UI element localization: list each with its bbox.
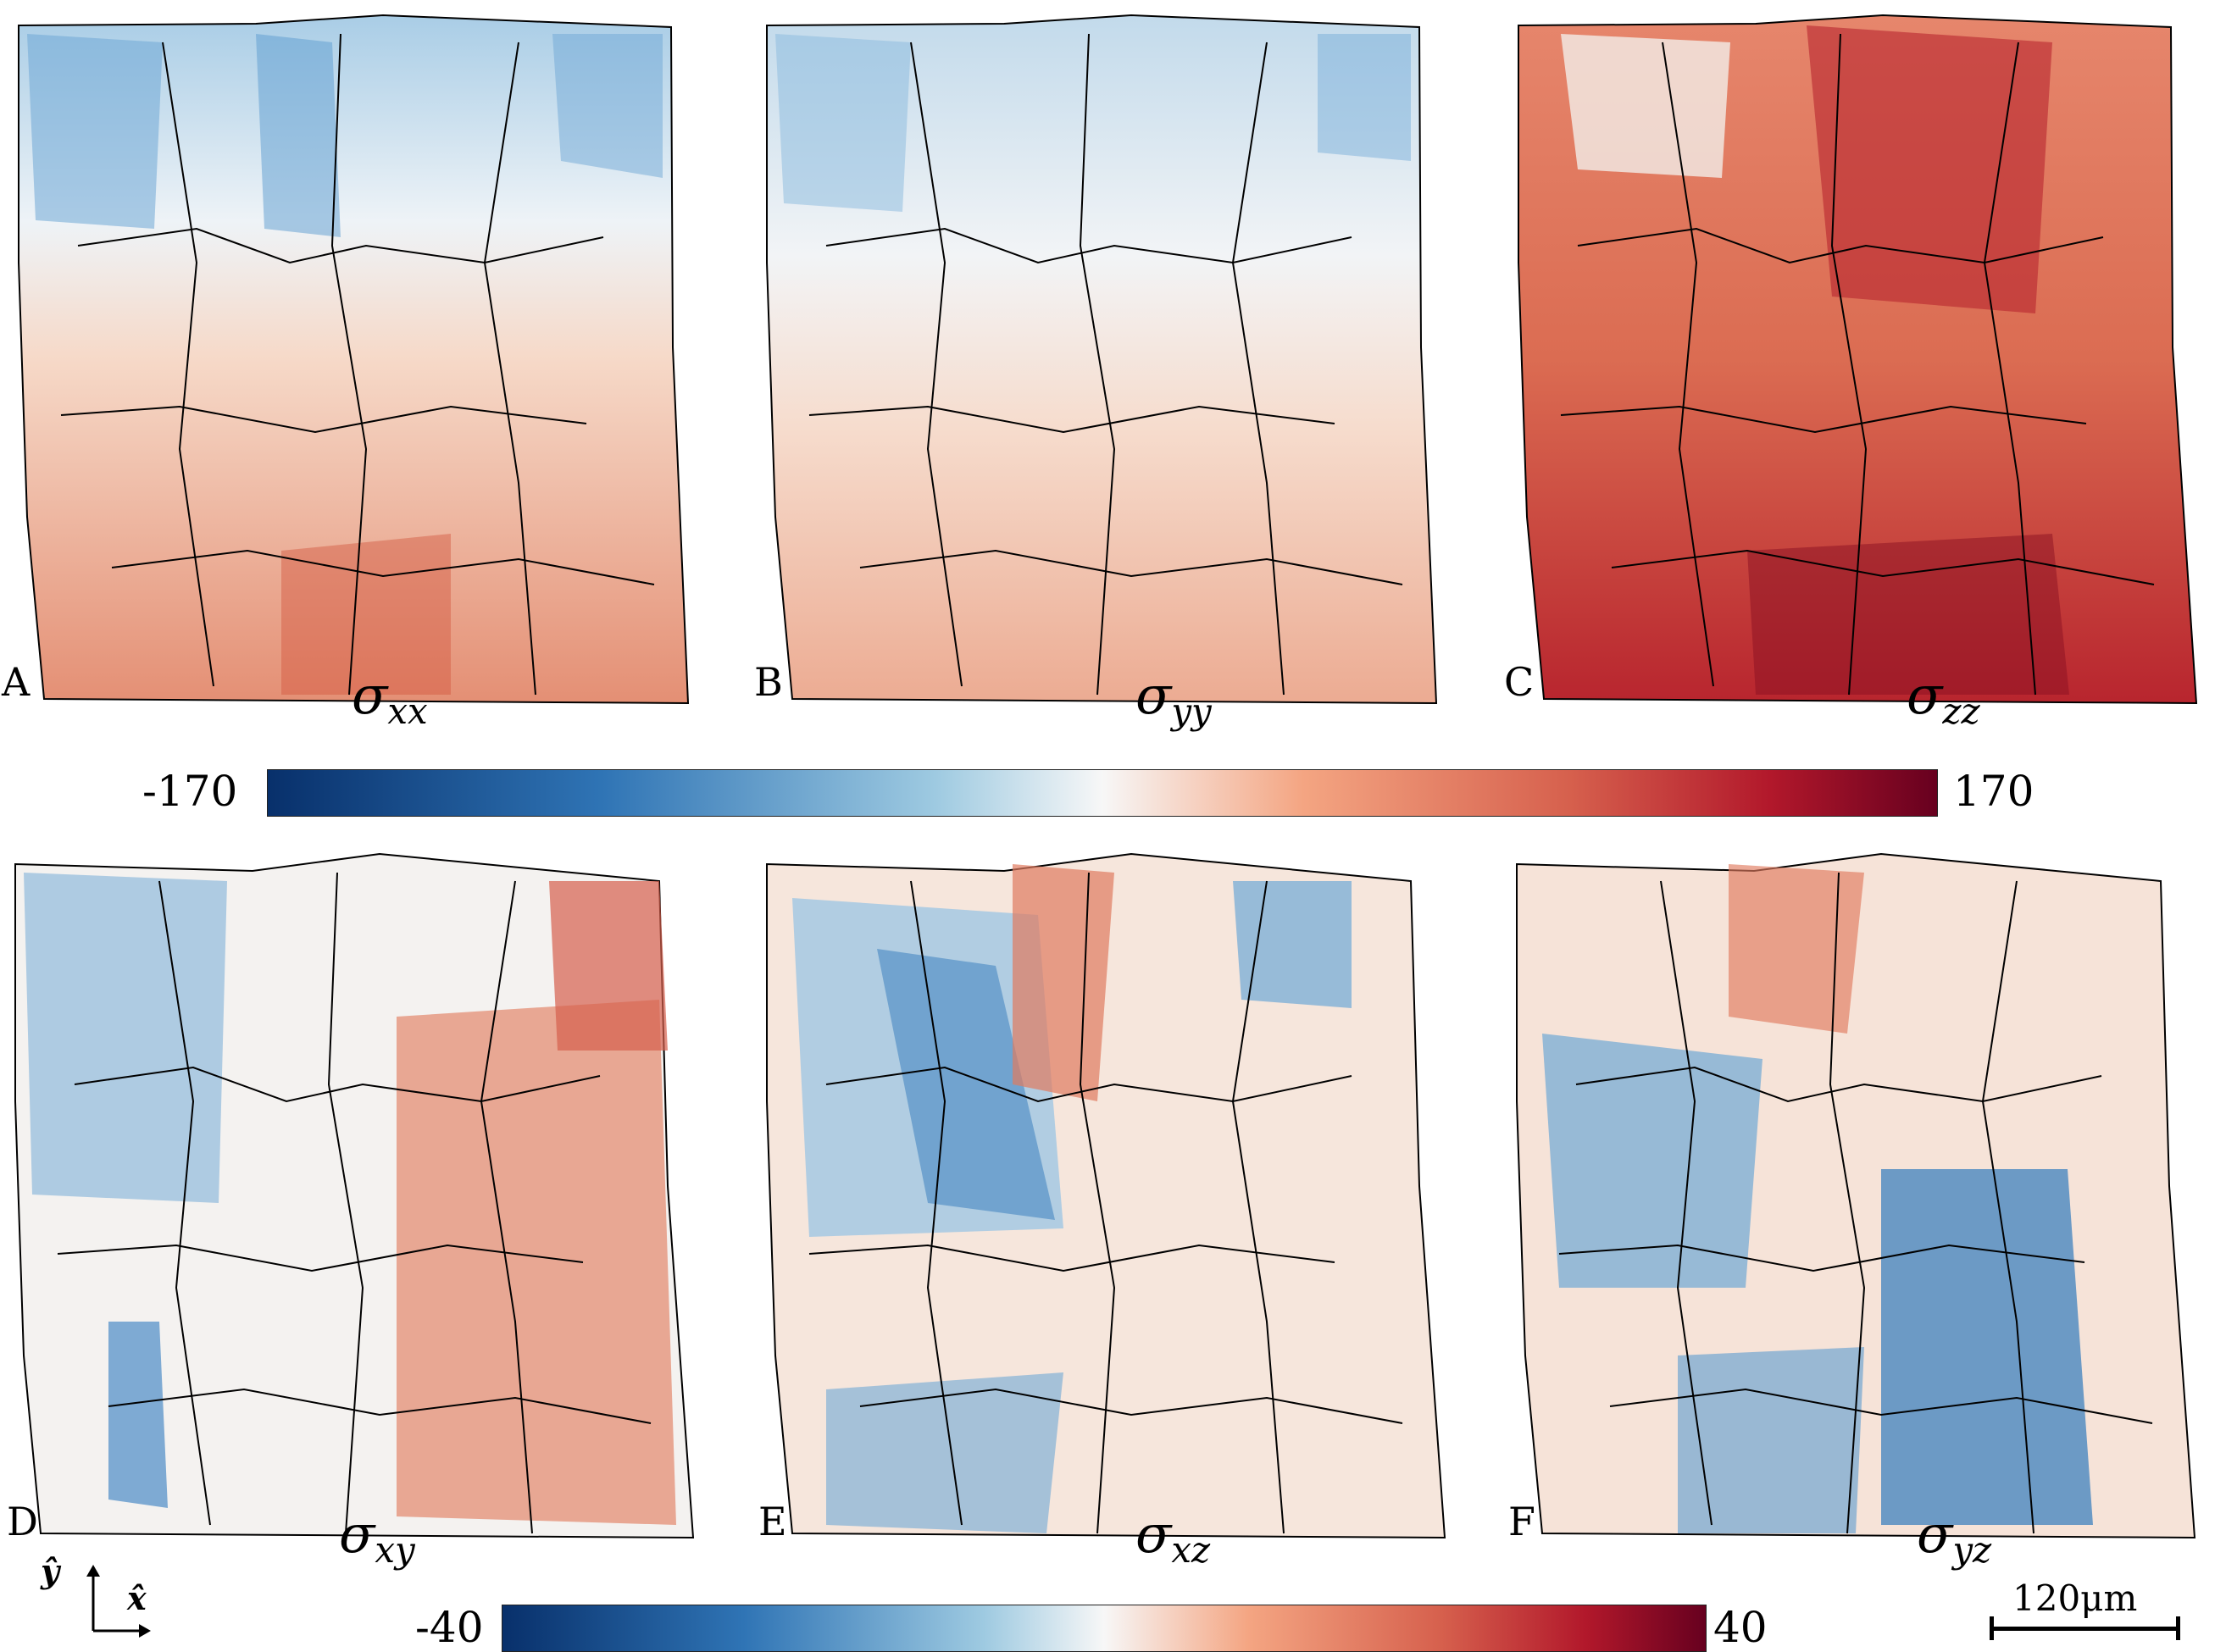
colorbar-normal-min: -170 (142, 767, 238, 816)
panel-label-b: B (754, 659, 783, 705)
colorbar-normal-max: 170 (1953, 767, 2034, 816)
panel-label-f: F (1508, 1499, 1535, 1544)
axis-y-label: ŷ (41, 1552, 60, 1590)
panel-c-map (1510, 8, 2218, 712)
scale-bar-line (1991, 1627, 2179, 1631)
axis-x-label: x̂ (127, 1579, 147, 1617)
component-label-e: σxz (1135, 1503, 1211, 1571)
colorbar-shear (502, 1605, 1707, 1652)
axis-arrows-icon (86, 1565, 151, 1638)
panel-f-map (1508, 847, 2216, 1546)
panel-label-e: E (758, 1499, 787, 1544)
panel-label-d: D (7, 1499, 38, 1544)
panel-label-a: A (2, 659, 31, 705)
colorbar-shear-max: 40 (1713, 1603, 1768, 1652)
scale-bar-label: 120μm (2012, 1577, 2138, 1619)
panel-a-map (10, 8, 705, 712)
panel-b-map (758, 8, 1453, 712)
panel-d-map (7, 847, 702, 1546)
axis-indicator (76, 1563, 153, 1639)
component-label-f: σyz (1917, 1503, 1992, 1571)
component-label-c: σzz (1907, 664, 1980, 732)
colorbar-normal (267, 769, 1938, 817)
scale-bar-tick-left (1990, 1616, 1994, 1640)
panel-label-c: C (1504, 659, 1535, 705)
panel-e-map (758, 847, 1453, 1546)
component-label-a: σxx (352, 664, 428, 732)
component-label-d: σxy (339, 1503, 415, 1571)
scale-bar-tick-right (2176, 1616, 2180, 1640)
colorbar-shear-min: -40 (415, 1603, 484, 1652)
component-label-b: σyy (1135, 664, 1212, 732)
